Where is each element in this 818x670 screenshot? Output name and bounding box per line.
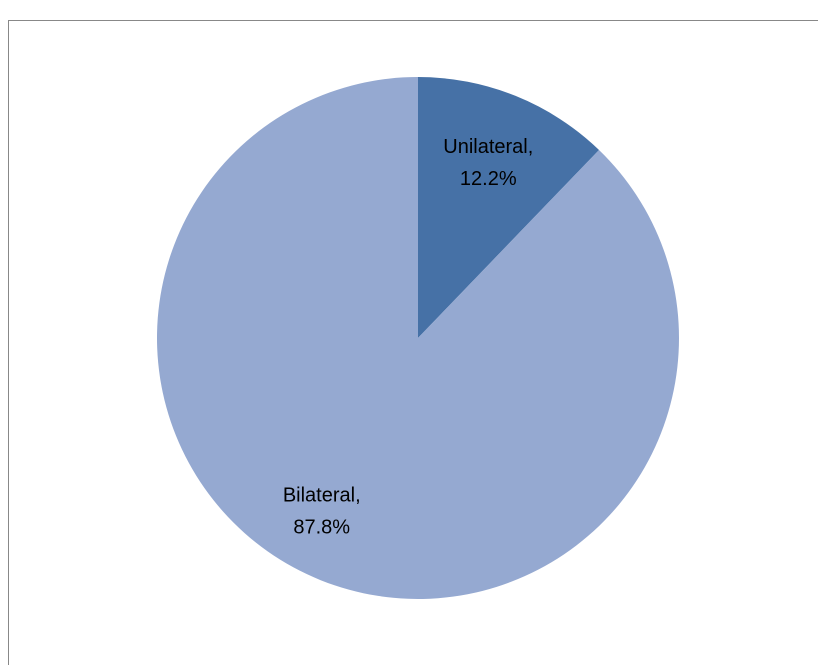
data-label: 87.8% [293,517,350,539]
pie-slice [157,77,679,599]
data-label: Unilateral, [443,136,533,158]
data-label: Bilateral, [283,485,361,507]
data-label: 12.2% [460,168,517,190]
